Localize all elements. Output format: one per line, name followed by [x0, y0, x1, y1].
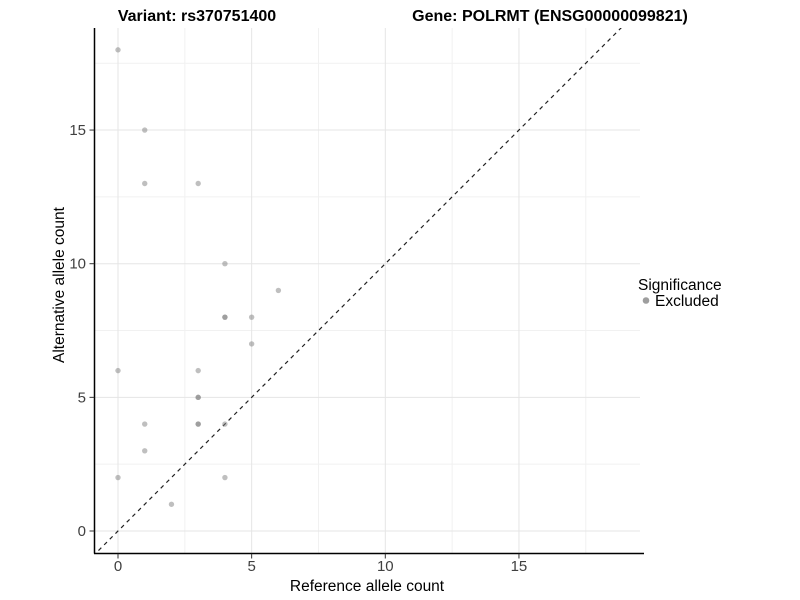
data-point — [222, 261, 228, 267]
y-tick-label: 10 — [69, 256, 86, 273]
data-point — [115, 474, 121, 481]
data-points — [115, 47, 282, 507]
data-point — [142, 448, 148, 454]
data-point — [195, 367, 201, 374]
identity-line — [95, 28, 622, 553]
legend-item-label-excluded: Excluded — [655, 293, 719, 310]
grid-major — [95, 28, 640, 553]
data-point — [222, 474, 228, 481]
data-point — [142, 127, 148, 133]
data-point — [115, 47, 121, 53]
data-point — [142, 180, 148, 187]
x-tick-label: 10 — [377, 558, 394, 575]
legend: Significance Excluded — [638, 277, 722, 310]
y-tick-marks — [89, 129, 95, 532]
data-point — [195, 421, 201, 427]
y-tick-label: 15 — [69, 122, 86, 139]
data-point — [222, 421, 228, 427]
y-tick-label: 5 — [78, 389, 86, 406]
plot-title-gene: Gene: POLRMT (ENSG00000099821) — [412, 8, 688, 25]
y-axis-title: Alternative allele count — [51, 206, 68, 363]
x-tick-labels: 0 5 10 15 — [114, 558, 527, 575]
x-tick-label: 15 — [511, 558, 528, 575]
x-axis-title: Reference allele count — [290, 578, 445, 595]
x-tick-marks — [117, 553, 520, 559]
legend-key-excluded-dot — [642, 297, 650, 304]
data-point — [248, 341, 255, 347]
data-point — [142, 421, 148, 427]
x-tick-label: 5 — [247, 558, 255, 575]
y-tick-label: 0 — [78, 523, 86, 540]
data-point — [195, 180, 201, 187]
grid-minor — [95, 28, 640, 553]
data-point — [115, 367, 121, 374]
data-point — [248, 314, 255, 320]
data-point — [168, 501, 175, 507]
x-tick-label: 0 — [114, 558, 122, 575]
legend-title: Significance — [638, 277, 722, 294]
plot-title-variant: Variant: rs370751400 — [118, 8, 276, 25]
data-point — [275, 287, 282, 294]
y-tick-labels: 0 5 10 15 — [69, 122, 86, 540]
data-point — [195, 394, 201, 401]
identity-line-group — [95, 28, 622, 553]
data-point — [222, 314, 228, 320]
